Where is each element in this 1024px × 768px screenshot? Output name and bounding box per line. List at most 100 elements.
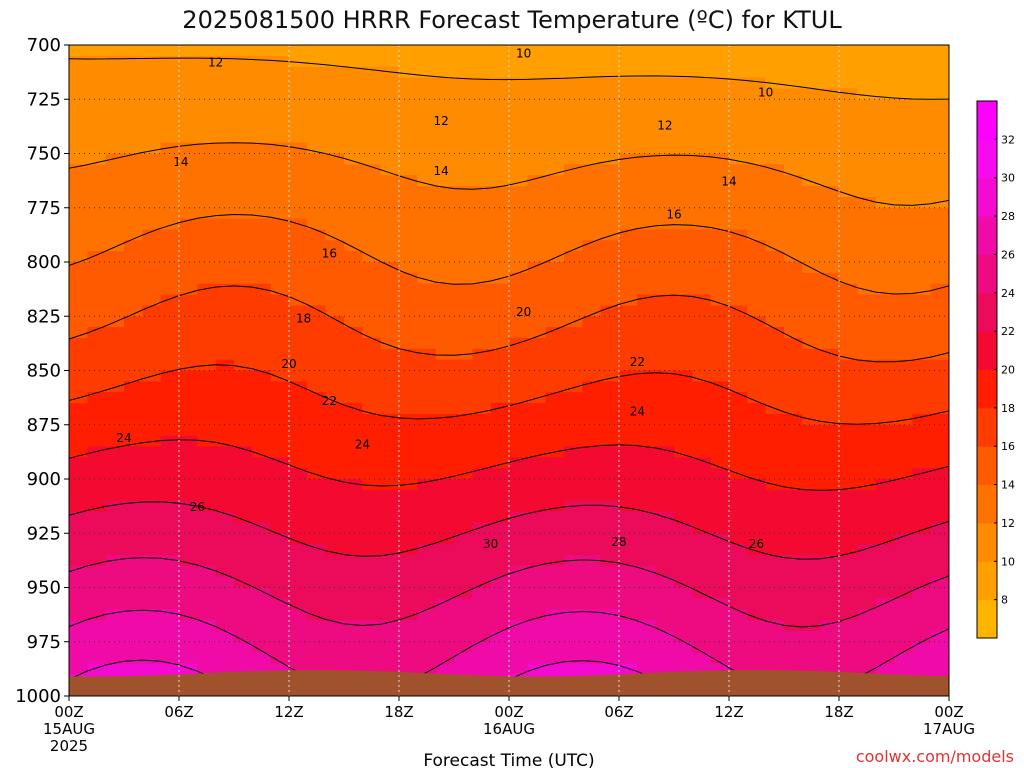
temperature-cell [417, 175, 437, 187]
temperature-cell [930, 576, 949, 589]
temperature-cell [582, 479, 602, 491]
temperature-cell [582, 186, 602, 198]
temperature-cell [655, 77, 675, 89]
temperature-cell [417, 457, 437, 469]
temperature-cell [435, 294, 455, 306]
temperature-cell [325, 55, 345, 68]
temperature-cell [124, 641, 143, 654]
temperature-cell [197, 45, 217, 57]
temperature-cell [105, 207, 125, 220]
temperature-cell [820, 164, 840, 176]
temperature-cell [454, 479, 473, 491]
temperature-cell [619, 131, 638, 144]
temperature-cell [142, 88, 162, 100]
temperature-cell [124, 370, 143, 382]
temperature-cell [912, 186, 932, 198]
temperature-cell [417, 316, 437, 328]
temperature-cell [710, 522, 730, 534]
temperature-cell [472, 305, 492, 317]
temperature-cell [582, 392, 602, 404]
temperature-cell [710, 262, 730, 274]
temperature-cell [509, 131, 528, 144]
temperature-cell [454, 229, 473, 241]
temperature-cell [802, 131, 822, 144]
temperature-cell [362, 327, 382, 339]
temperature-cell [912, 630, 932, 643]
temperature-cell [692, 262, 712, 274]
temperature-cell [380, 196, 400, 209]
temperature-cell [509, 435, 528, 448]
temperature-cell [179, 424, 198, 437]
temperature-cell [307, 479, 327, 491]
temperature-cell [527, 511, 547, 523]
temperature-cell [417, 511, 437, 523]
temperature-cell [894, 522, 913, 534]
temperature-cell [69, 413, 88, 426]
colorbar-tick-label: 22 [1001, 325, 1015, 338]
temperature-cell [307, 413, 327, 426]
temperature-cell [619, 392, 638, 404]
temperature-cell [839, 110, 858, 122]
temperature-cell [545, 392, 565, 404]
temperature-cell [509, 598, 528, 610]
temperature-cell [325, 294, 345, 306]
temperature-cell [820, 283, 840, 296]
temperature-cell [600, 337, 620, 350]
temperature-cell [289, 652, 308, 665]
temperature-cell [399, 370, 418, 382]
temperature-cell [289, 424, 308, 437]
temperature-cell [344, 207, 363, 220]
temperature-cell [124, 392, 143, 404]
temperature-cell [307, 283, 327, 296]
temperature-cell [105, 110, 125, 122]
temperature-cell [142, 77, 162, 89]
temperature-cell [820, 370, 840, 382]
temperature-cell [472, 131, 492, 144]
temperature-cell [307, 500, 327, 513]
temperature-cell [472, 641, 492, 654]
temperature-cell [380, 446, 400, 458]
temperature-cell [105, 609, 125, 621]
temperature-cell [619, 641, 638, 654]
temperature-cell [454, 457, 473, 469]
temperature-cell [87, 565, 107, 578]
temperature-cell [564, 413, 583, 426]
temperature-cell [325, 88, 345, 100]
temperature-cell [875, 435, 895, 448]
temperature-cell [820, 652, 840, 665]
temperature-cell [307, 229, 327, 241]
temperature-cell [692, 196, 712, 209]
temperature-cell [930, 489, 949, 502]
temperature-cell [729, 294, 748, 306]
temperature-cell [399, 240, 418, 252]
temperature-cell [692, 620, 712, 632]
temperature-cell [784, 99, 803, 111]
temperature-cell [362, 370, 382, 382]
temperature-cell [637, 196, 657, 209]
temperature-cell [399, 131, 418, 144]
temperature-cell [179, 186, 198, 198]
temperature-cell [655, 99, 675, 111]
temperature-cell [619, 620, 638, 632]
temperature-cell [124, 663, 143, 675]
temperature-cell [912, 554, 932, 567]
temperature-cell [527, 229, 547, 241]
temperature-cell [802, 609, 822, 621]
temperature-cell [857, 609, 877, 621]
temperature-cell [857, 88, 877, 100]
temperature-cell [710, 500, 730, 513]
temperature-cell [637, 218, 657, 231]
temperature-cell [142, 110, 162, 122]
temperature-cell [637, 283, 657, 296]
temperature-cell [472, 262, 492, 274]
temperature-cell [765, 609, 785, 621]
temperature-cell [582, 663, 602, 675]
temperature-cell [930, 186, 949, 198]
temperature-cell [252, 77, 272, 89]
temperature-cell [600, 55, 620, 68]
temperature-cell [802, 164, 822, 176]
temperature-cell [912, 305, 932, 317]
x-tick-label: 17AUG [923, 720, 975, 738]
temperature-cell [105, 435, 125, 448]
temperature-cell [527, 446, 547, 458]
